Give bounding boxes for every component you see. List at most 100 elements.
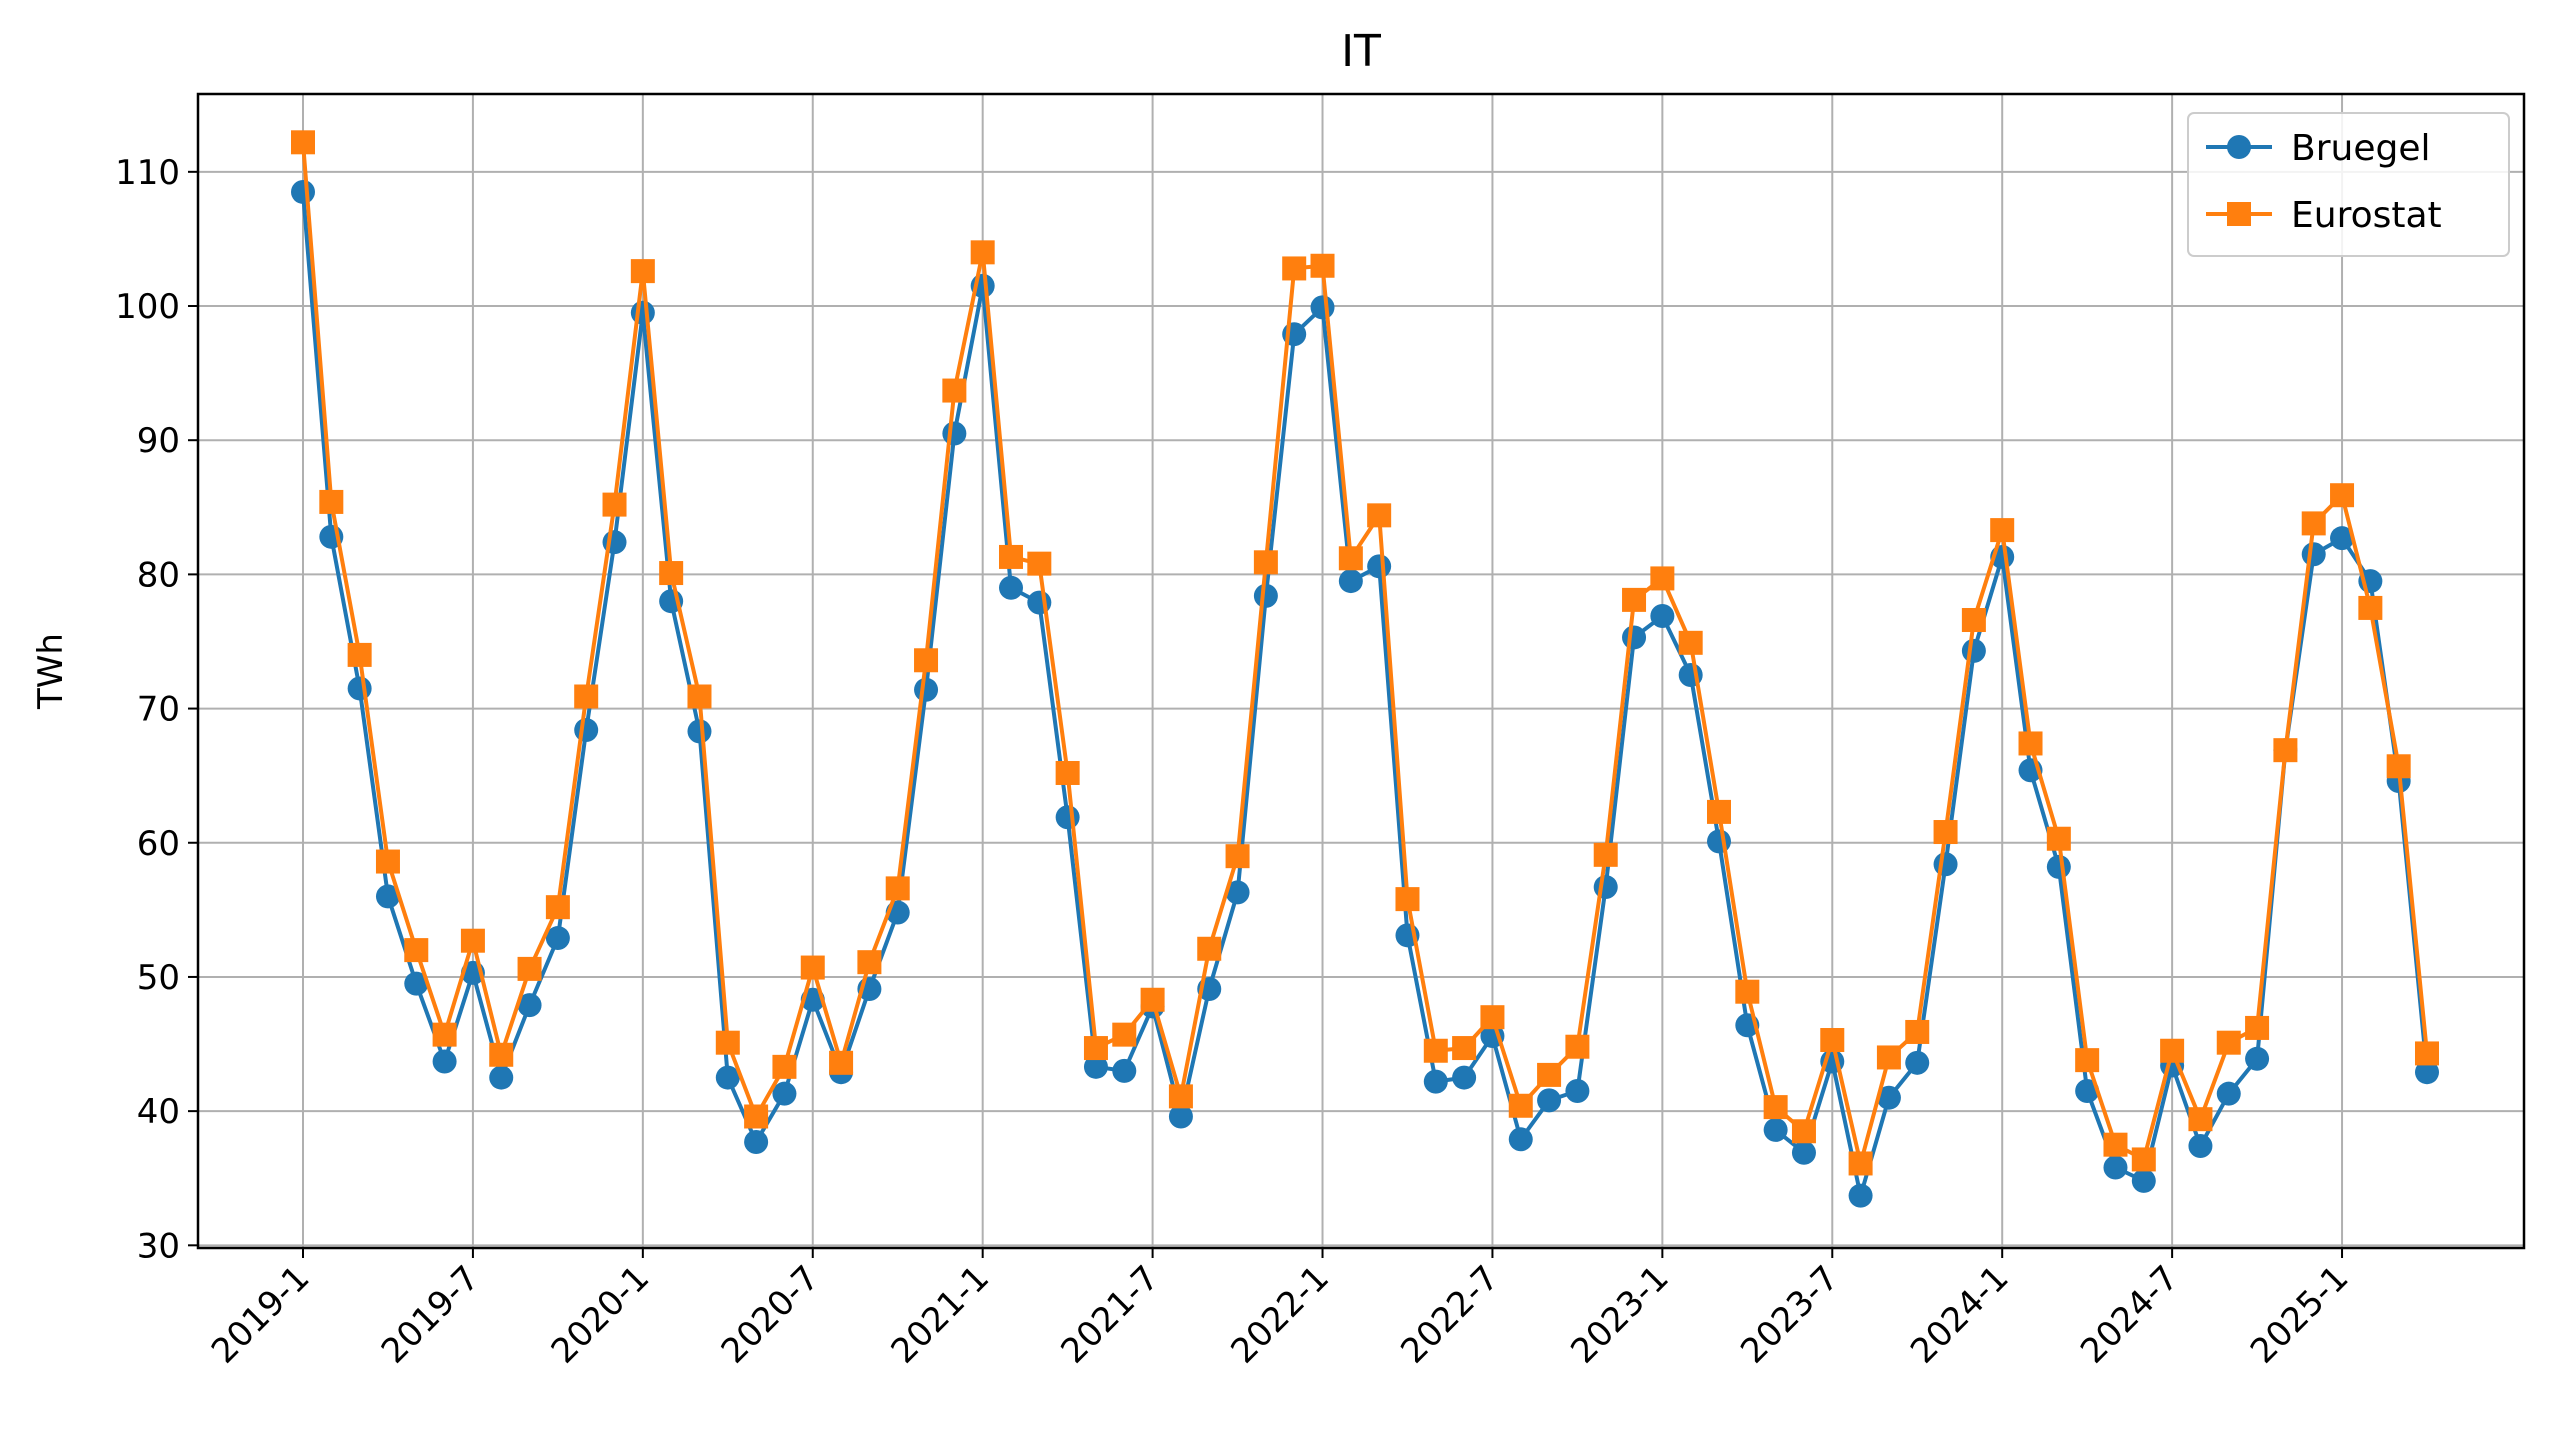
- eurostat-data-point: [687, 684, 712, 709]
- eurostat-data-point: [1395, 887, 1420, 912]
- bruegel-legend-marker: [2227, 135, 2251, 159]
- bruegel-data-point: [291, 179, 315, 204]
- bruegel-data-point: [715, 1065, 740, 1090]
- bruegel-data-point: [2245, 1046, 2270, 1071]
- eurostat-data-point: [857, 950, 882, 975]
- eurostat-data-point: [319, 489, 344, 514]
- chart-title: IT: [1341, 26, 1381, 77]
- bruegel-data-point: [2188, 1134, 2213, 1159]
- eurostat-data-point: [347, 642, 372, 667]
- eurostat-data-point: [2131, 1147, 2156, 1172]
- eurostat-data-point: [1282, 256, 1307, 281]
- eurostat-data-point: [291, 130, 315, 155]
- legend: Bruegel Eurostat: [2187, 112, 2510, 257]
- eurostat-data-point: [715, 1030, 740, 1055]
- bruegel-data-point: [1310, 295, 1335, 320]
- eurostat-data-point: [1961, 608, 1986, 633]
- eurostat-data-point: [517, 956, 542, 981]
- eurostat-legend-label: Eurostat: [2291, 195, 2442, 236]
- eurostat-data-point: [1083, 1036, 1108, 1061]
- bruegel-data-point: [2103, 1155, 2128, 1180]
- eurostat-data-point: [2358, 595, 2383, 620]
- eurostat-data-point: [1452, 1036, 1477, 1061]
- eurostat-data-point: [2386, 754, 2411, 779]
- bruegel-data-point: [1565, 1079, 1590, 1104]
- eurostat-data-point: [1678, 630, 1703, 655]
- bruegel-data-point: [2046, 854, 2071, 879]
- eurostat-data-point: [1112, 1022, 1137, 1047]
- bruegel-data-point: [1933, 852, 1958, 877]
- eurostat-data-point: [375, 849, 400, 874]
- eurostat-data-point: [885, 876, 910, 901]
- eurostat-data-point: [1650, 566, 1675, 591]
- eurostat-series-line: [301, 142, 2429, 1166]
- eurostat-data-point: [772, 1054, 797, 1079]
- bruegel-data-point: [772, 1081, 797, 1106]
- eurostat-data-point: [1508, 1093, 1533, 1118]
- bruegel-data-point: [1027, 590, 1052, 615]
- bruegel-legend-label: Bruegel: [2291, 128, 2430, 169]
- eurostat-data-point: [1537, 1062, 1562, 1087]
- eurostat-data-point: [970, 240, 995, 265]
- bruegel-data-point: [1367, 554, 1392, 579]
- bruegel-data-point: [1848, 1183, 1873, 1208]
- eurostat-data-point: [2415, 1041, 2439, 1066]
- y-tick-label: 50: [137, 958, 180, 998]
- bruegel-data-point: [1622, 625, 1647, 650]
- eurostat-data-point: [1168, 1084, 1193, 1109]
- bruegel-data-point: [1763, 1117, 1788, 1142]
- eurostat-data-point: [1055, 760, 1080, 785]
- bruegel-data-point: [1253, 583, 1278, 608]
- eurostat-data-point: [1423, 1038, 1448, 1063]
- eurostat-data-point: [1480, 1005, 1505, 1030]
- bruegel-data-point: [914, 677, 939, 702]
- eurostat-data-point: [2103, 1132, 2128, 1157]
- y-tick-label: 80: [137, 555, 180, 595]
- eurostat-data-point: [2075, 1048, 2100, 1073]
- eurostat-data-point: [942, 378, 967, 403]
- bruegel-data-point: [630, 300, 655, 325]
- eurostat-data-point: [574, 684, 599, 709]
- bruegel-series-line: [301, 191, 2429, 1198]
- eurostat-data-point: [2046, 826, 2071, 851]
- bruegel-data-point: [489, 1065, 514, 1090]
- eurostat-legend-marker: [2227, 202, 2251, 226]
- bruegel-data-point: [1961, 638, 1986, 663]
- eurostat-data-point: [1622, 587, 1647, 612]
- y-tick-label: 110: [115, 153, 180, 193]
- bruegel-data-point: [1452, 1065, 1477, 1090]
- eurostat-data-point: [1707, 799, 1731, 824]
- eurostat-data-point: [999, 544, 1023, 569]
- eurostat-data-point: [1367, 503, 1392, 528]
- bruegel-data-point: [1905, 1050, 1930, 1075]
- eurostat-data-point: [2245, 1015, 2270, 1040]
- eurostat-data-point: [1763, 1095, 1788, 1120]
- bruegel-data-point: [2075, 1079, 2100, 1104]
- y-tick-label: 30: [137, 1226, 180, 1266]
- bruegel-data-point: [1338, 569, 1363, 594]
- bruegel-data-point: [1537, 1088, 1562, 1113]
- eurostat-data-point: [1820, 1028, 1845, 1053]
- bruegel-data-point: [432, 1049, 457, 1074]
- bruegel-data-point: [1707, 829, 1731, 854]
- bruegel-data-point: [347, 676, 372, 701]
- eurostat-data-point: [800, 955, 825, 980]
- eurostat-data-point: [1225, 844, 1250, 869]
- y-tick-label: 100: [115, 287, 180, 327]
- bruegel-data-point: [1791, 1140, 1816, 1165]
- eurostat-data-point: [2330, 483, 2355, 508]
- eurostat-data-point: [2188, 1107, 2213, 1132]
- bruegel-data-point: [2415, 1060, 2439, 1085]
- eurostat-data-point: [2160, 1038, 2185, 1063]
- eurostat-data-point: [1027, 551, 1052, 576]
- bruegel-data-point: [2301, 542, 2326, 567]
- plot-frame: [196, 92, 2526, 1250]
- eurostat-data-point: [2301, 511, 2326, 536]
- bruegel-data-point: [1168, 1104, 1193, 1129]
- bruegel-data-point: [2330, 526, 2355, 551]
- eurostat-data-point: [1565, 1034, 1590, 1059]
- bruegel-data-point: [999, 575, 1023, 600]
- eurostat-data-point: [659, 561, 684, 586]
- bruegel-data-point: [1593, 875, 1618, 900]
- bruegel-data-point: [1508, 1127, 1533, 1152]
